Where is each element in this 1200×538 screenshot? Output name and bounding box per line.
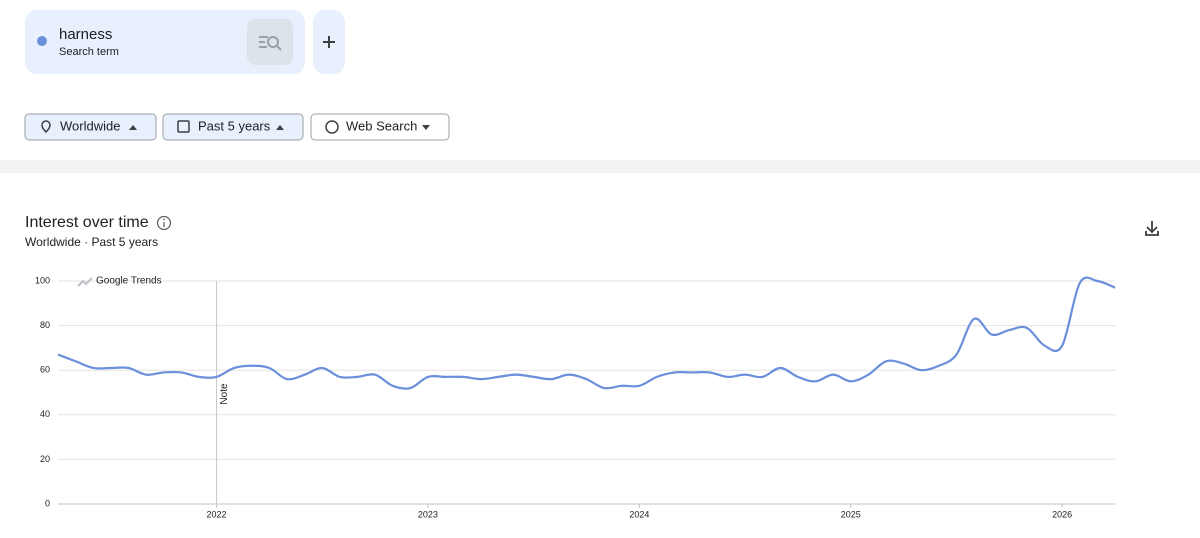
y-tick-label: 40 bbox=[40, 409, 50, 419]
filter-time[interactable] bbox=[162, 113, 304, 141]
y-tick-label: 0 bbox=[45, 498, 50, 508]
watermark-text: Google Trends bbox=[96, 276, 162, 287]
filter-label: Worldwide bbox=[60, 118, 120, 133]
download-icon[interactable] bbox=[1145, 221, 1159, 236]
trend-line bbox=[57, 276, 1116, 390]
series-dot bbox=[37, 36, 47, 46]
search-icon bbox=[259, 36, 282, 51]
watermark-icon bbox=[77, 277, 93, 287]
plot: 0 20 40 60 80 100 2022 2023 2024 2025 2026 Note Goog… bbox=[35, 275, 1116, 519]
chart-title: Interest over time bbox=[25, 214, 149, 231]
x-tick-label: 2026 bbox=[1052, 509, 1072, 519]
filter-region[interactable] bbox=[24, 113, 157, 141]
y-tick-label: 100 bbox=[35, 275, 50, 285]
search-card[interactable] bbox=[25, 10, 305, 74]
globe-icon bbox=[325, 120, 339, 134]
calendar-icon bbox=[177, 120, 190, 133]
x-tick-label: 2025 bbox=[841, 509, 861, 519]
pin-icon bbox=[41, 120, 51, 134]
note-label: Note bbox=[219, 383, 230, 405]
caret bbox=[422, 125, 430, 130]
y-tick-label: 20 bbox=[40, 454, 50, 464]
chart-subtitle: Worldwide · Past 5 years bbox=[25, 235, 158, 249]
x-tick-label: 2022 bbox=[207, 509, 227, 519]
y-tick-label: 80 bbox=[40, 320, 50, 330]
plus-icon bbox=[323, 36, 335, 48]
divider-band bbox=[0, 160, 1200, 173]
search-kind: Search term bbox=[59, 46, 119, 58]
watermark: Google Trends bbox=[77, 276, 162, 287]
x-tick-label: 2024 bbox=[629, 509, 649, 519]
filter-property[interactable] bbox=[310, 113, 450, 141]
filter-label: Web Search bbox=[346, 118, 417, 133]
x-tick-label: 2023 bbox=[418, 509, 438, 519]
compare-icon-box[interactable] bbox=[247, 19, 293, 65]
filter-label: Past 5 years bbox=[198, 118, 271, 133]
info-icon[interactable] bbox=[156, 215, 172, 231]
y-tick-label: 60 bbox=[40, 365, 50, 375]
caret bbox=[276, 125, 284, 130]
search-term: harness bbox=[59, 26, 112, 43]
caret bbox=[129, 125, 137, 130]
